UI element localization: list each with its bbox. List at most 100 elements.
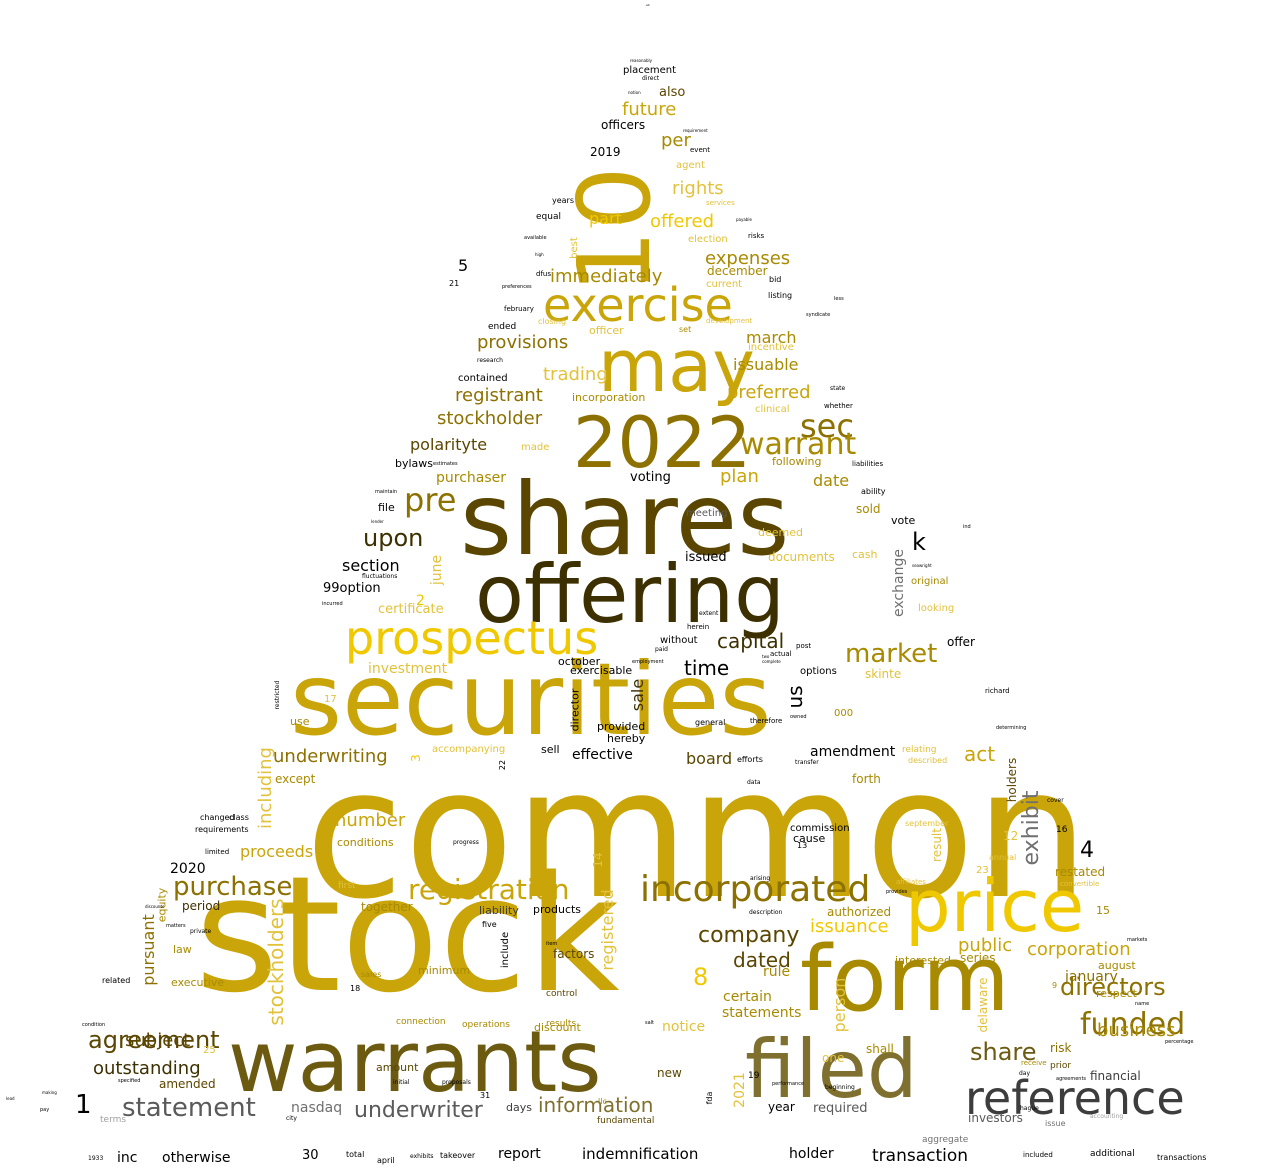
- cloud-word: offered: [650, 211, 714, 232]
- cloud-word: 13: [797, 841, 808, 850]
- cloud-word: state: [830, 385, 846, 392]
- cloud-word: all: [646, 3, 650, 7]
- cloud-word: accompanying: [432, 744, 506, 755]
- cloud-word: day: [1019, 1070, 1031, 1077]
- cloud-word: per: [661, 130, 691, 151]
- cloud-word: business: [1097, 1020, 1176, 1041]
- cloud-word: less: [834, 296, 844, 302]
- cloud-word: takeover: [440, 1151, 476, 1160]
- cloud-word: discounts: [145, 904, 165, 909]
- cloud-word: february: [504, 305, 534, 313]
- cloud-word: liabilities: [852, 460, 884, 468]
- cloud-word: percentage: [1165, 1039, 1194, 1045]
- cloud-word: time: [684, 656, 730, 680]
- cloud-word: 15: [1096, 904, 1110, 917]
- cloud-word: looking: [918, 603, 955, 614]
- cloud-word: proceeds: [240, 842, 314, 861]
- cloud-word: one: [822, 1051, 845, 1065]
- cloud-word: llc: [598, 1097, 607, 1106]
- cloud-word: public: [958, 935, 1013, 956]
- cloud-word: market: [845, 639, 938, 669]
- cloud-word: effective: [572, 747, 633, 763]
- cloud-word: placement: [623, 65, 677, 76]
- cloud-word: 18: [350, 984, 361, 993]
- cloud-word: sale: [628, 678, 647, 712]
- cloud-word: prior: [1050, 1061, 1072, 1071]
- cloud-word: investment: [368, 661, 448, 677]
- cloud-word: 9: [1052, 981, 1058, 990]
- cloud-word: preferences: [502, 284, 532, 290]
- cloud-word: offer: [947, 635, 975, 649]
- cloud-word: holder: [789, 1146, 834, 1162]
- cloud-word: 2021: [732, 1072, 748, 1108]
- cloud-word: made: [521, 442, 550, 453]
- cloud-word: vote: [891, 514, 916, 527]
- cloud-word: executive: [171, 976, 225, 989]
- cloud-word: development: [706, 317, 753, 325]
- cloud-word: general: [695, 718, 726, 727]
- cloud-word: amended: [159, 1077, 216, 1091]
- cloud-word: notice: [662, 1019, 706, 1035]
- cloud-word: indemnification: [582, 1145, 699, 1163]
- cloud-word: underwriting: [273, 746, 388, 767]
- cloud-word: price: [905, 864, 1085, 948]
- cloud-word: two: [762, 654, 770, 659]
- cloud-word: aggregate: [922, 1135, 969, 1145]
- cloud-word: annual: [989, 853, 1017, 862]
- cloud-word: efforts: [737, 755, 763, 764]
- cloud-word: listing: [768, 291, 793, 300]
- cloud-word: 99option: [323, 581, 381, 596]
- cloud-word: plan: [720, 466, 759, 487]
- cloud-word: current: [706, 279, 743, 290]
- cloud-word: cause: [793, 832, 826, 845]
- cloud-word: incurred: [322, 601, 343, 607]
- cloud-word: equal: [536, 212, 561, 222]
- cloud-word: commission: [790, 823, 850, 834]
- cloud-word: period: [182, 899, 221, 913]
- cloud-word: date: [813, 471, 850, 490]
- cloud-word: provides: [886, 889, 908, 895]
- cloud-word: paid: [655, 646, 668, 653]
- cloud-word: fluctuations: [362, 573, 398, 580]
- cloud-word: financial: [1090, 1069, 1141, 1083]
- cloud-word: certificate: [378, 602, 444, 617]
- cloud-word: additional: [1090, 1149, 1135, 1159]
- cloud-word: 21: [449, 279, 460, 288]
- cloud-word: purchaser: [436, 470, 507, 486]
- cloud-word: ind: [963, 524, 971, 530]
- cloud-word: report: [498, 1146, 541, 1162]
- cloud-word: act: [964, 742, 996, 766]
- cloud-word: investors: [968, 1111, 1023, 1125]
- cloud-word: meeting: [686, 508, 728, 519]
- cloud-word: interested: [895, 954, 951, 967]
- cloud-word: following: [772, 455, 822, 468]
- cloud-word: minimum: [418, 964, 471, 977]
- cloud-word: stockholders: [264, 898, 288, 1026]
- cloud-word: pay: [40, 1107, 50, 1113]
- cloud-word: cover: [1047, 797, 1064, 804]
- cloud-word: payable: [736, 217, 752, 222]
- cloud-word: 2: [416, 593, 425, 609]
- cloud-word: results: [546, 1019, 577, 1029]
- cloud-word: offering: [475, 548, 785, 641]
- cloud-word: 1933: [88, 1155, 104, 1162]
- cloud-word: sold: [856, 502, 881, 516]
- cloud-word: ended: [488, 322, 517, 332]
- cloud-word: hereby: [607, 732, 646, 745]
- cloud-word: options: [800, 666, 837, 677]
- cloud-word: capital: [717, 629, 785, 653]
- cloud-word: exchange: [891, 549, 907, 617]
- cloud-word: statements: [722, 1005, 802, 1021]
- cloud-word: without: [660, 635, 698, 646]
- cloud-word: event: [690, 146, 710, 154]
- cloud-word: rule: [763, 964, 791, 980]
- cloud-word: actual: [770, 650, 792, 658]
- cloud-word: 4: [1080, 838, 1094, 863]
- cloud-word: high: [535, 252, 544, 257]
- cloud-word: clinical: [755, 404, 790, 415]
- cloud-word: notion: [628, 90, 641, 95]
- cloud-word: year: [768, 1100, 795, 1114]
- cloud-word: person: [830, 977, 849, 1033]
- cloud-word: provisions: [477, 332, 569, 353]
